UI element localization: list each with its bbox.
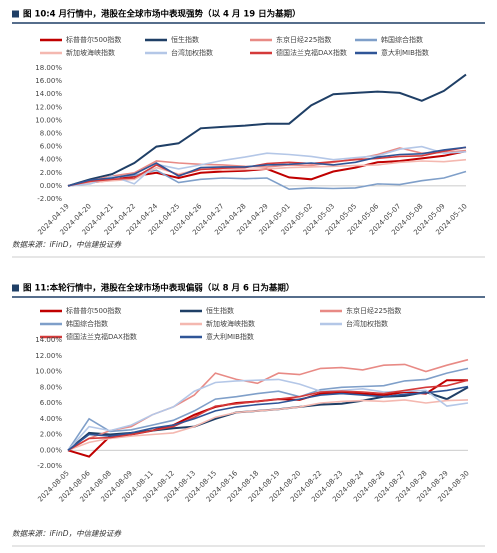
- legend-label: 意大利MIB指数: [381, 48, 429, 57]
- series-line: [67, 385, 469, 451]
- series-line: [67, 146, 467, 187]
- y-tick-label: 14.00%: [35, 336, 62, 344]
- legend-label: 东京日经225指数: [346, 306, 401, 315]
- y-tick-label: 10.00%: [35, 116, 62, 124]
- legend-label: 意大利MIB指数: [206, 332, 254, 341]
- y-tick-label: 4.00%: [40, 415, 63, 423]
- y-tick-label: 12.00%: [35, 352, 62, 360]
- y-tick-label: -2.00%: [37, 462, 62, 470]
- source-note: 数据来源：iFinD，中信建投证券: [12, 240, 122, 249]
- series-line: [67, 146, 467, 187]
- legend-label: 新加坡海峡指数: [66, 48, 115, 57]
- y-tick-label: 0.00%: [40, 182, 63, 190]
- series-line: [67, 358, 469, 451]
- caption: 图 10:4 月行情中，港股在全球市场中表现强势（以 4 月 19 日为基期）: [23, 9, 301, 20]
- legend-label: 台湾加权指数: [171, 48, 213, 57]
- y-tick-label: 2.00%: [40, 431, 63, 439]
- series-line: [67, 145, 467, 187]
- y-tick-label: 4.00%: [40, 156, 63, 164]
- series-line: [67, 169, 467, 191]
- legend-label: 台湾加权指数: [346, 319, 388, 328]
- y-tick-label: 0.00%: [40, 446, 63, 454]
- series-line: [67, 158, 467, 187]
- y-tick-label: 6.00%: [40, 399, 63, 407]
- caption: 图 11:本轮行情中，港股在全球市场中表现偏弱（以 8 月 6 日为基期）: [23, 283, 294, 294]
- legend-label: 韩国综合指数: [381, 35, 423, 44]
- series-line: [67, 379, 469, 451]
- legend-label: 标普普尔500指数: [66, 35, 121, 44]
- legend-label: 德国法兰克福DAX指数: [66, 332, 137, 341]
- legend-label: 新加坡海峡指数: [206, 319, 255, 328]
- y-tick-label: -2.00%: [37, 195, 62, 203]
- y-tick-label: 16.00%: [35, 77, 62, 85]
- source-note: 数据来源：iFinD，中信建投证券: [12, 529, 122, 538]
- legend-label: 东京日经225指数: [276, 35, 331, 44]
- y-tick-label: 8.00%: [40, 130, 63, 138]
- caption-marker: [12, 10, 19, 18]
- legend-label: 德国法兰克福DAX指数: [276, 48, 347, 57]
- y-tick-label: 6.00%: [40, 143, 63, 151]
- y-tick-label: 2.00%: [40, 169, 63, 177]
- y-tick-label: 14.00%: [35, 90, 62, 98]
- y-tick-label: 8.00%: [40, 383, 63, 391]
- series-line: [67, 73, 467, 187]
- legend-label: 恒生指数: [171, 35, 199, 44]
- series-line: [67, 367, 469, 451]
- caption-marker: [12, 284, 19, 292]
- series-line: [67, 386, 469, 452]
- legend-label: 韩国综合指数: [66, 319, 108, 328]
- y-tick-label: 12.00%: [35, 103, 62, 111]
- series-line: [67, 399, 469, 452]
- series-line: [67, 147, 467, 187]
- legend-label: 标普普尔500指数: [66, 306, 121, 315]
- y-tick-label: 18.00%: [35, 64, 62, 72]
- y-tick-label: 10.00%: [35, 368, 62, 376]
- legend-label: 恒生指数: [206, 306, 234, 315]
